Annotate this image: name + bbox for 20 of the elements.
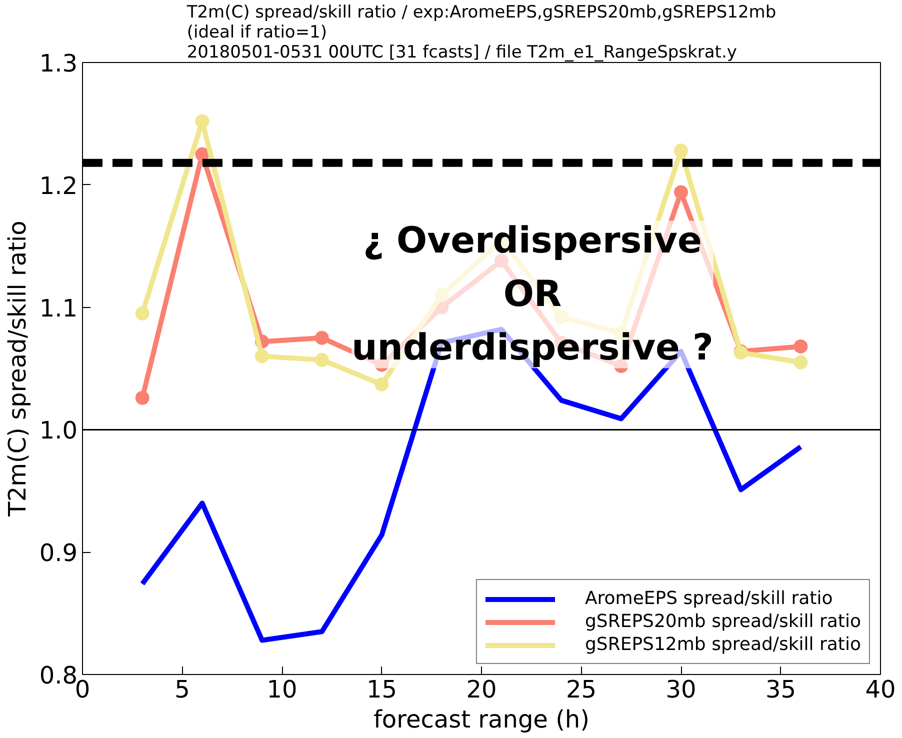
annotation: ¿ Overdispersive OR underdispersive ? (352, 220, 714, 368)
x-tick-label: 10 (266, 676, 298, 704)
y-axis-title: T2m(C) spread/skill ratio (3, 220, 32, 518)
x-tick-label: 30 (666, 676, 696, 704)
y-tick-label: 1.0 (39, 416, 78, 445)
x-tick-label: 25 (566, 676, 597, 704)
x-tick-label: 5 (174, 676, 190, 704)
x-tick-label: 35 (765, 676, 796, 704)
x-axis-title: forecast range (h) (373, 706, 590, 734)
y-tick-label: 1.3 (39, 50, 78, 78)
y-tick-label: 0.9 (39, 539, 78, 568)
x-tick-label: 15 (366, 676, 398, 704)
y-tick-label: 1.2 (39, 172, 78, 200)
legend-label: gSREPS20mb spread/skill ratio (584, 611, 861, 632)
legend-label: AromeEPS spread/skill ratio (584, 588, 833, 609)
x-tick-label: 40 (865, 676, 896, 704)
x-tick-label: 20 (466, 676, 497, 704)
legend-label: gSREPS12mb spread/skill ratio (584, 634, 861, 655)
y-tick-label: 1.1 (39, 294, 78, 322)
chart-title: T2m(C) spread/skill ratio / exp:AromeEPS,gSREPS20mb,gSREPS12mb (ideal if ratio=1) 20180501-0531 00UTC [31 fcasts] / file T2m_e1_RangeSpskrat.y (186, 2, 776, 62)
